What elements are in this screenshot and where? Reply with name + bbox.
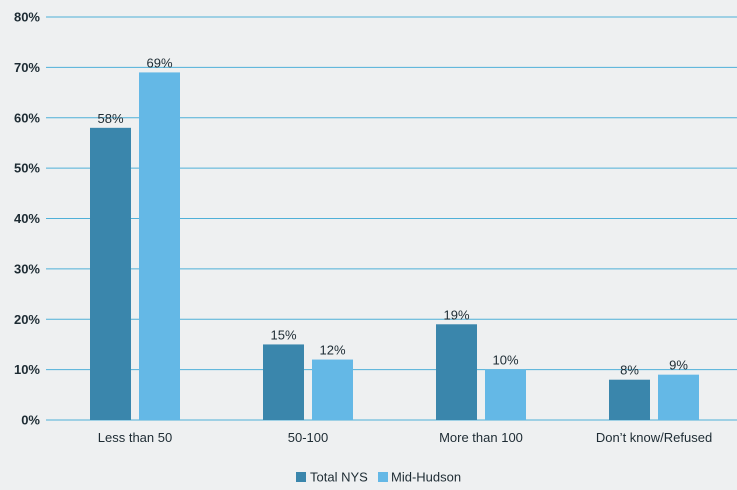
x-category-label: More than 100 [439, 430, 523, 445]
data-label: 10% [492, 353, 518, 368]
bar-mid-hudson [312, 359, 353, 420]
legend-swatch [378, 472, 388, 482]
y-tick-label: 70% [14, 60, 40, 75]
bar-total-nys [609, 379, 650, 420]
data-label: 9% [669, 358, 688, 373]
data-label: 15% [270, 327, 296, 342]
bar-total-nys [90, 127, 131, 420]
y-tick-label: 10% [14, 362, 40, 377]
data-labels: 58% 69% 15% 12% 19% 10% 8% 9% [97, 55, 688, 377]
legend-label: Total NYS [310, 470, 368, 485]
data-label: 8% [620, 363, 639, 378]
legend: Total NYS Mid-Hudson [296, 470, 461, 485]
x-category-label: Don’t know/Refused [596, 430, 712, 445]
y-tick-label: 0% [21, 413, 40, 428]
y-axis-ticks: 0% 10% 20% 30% 40% 50% 60% 70% 80% [14, 10, 40, 428]
bar-total-nys [263, 344, 304, 420]
data-label: 58% [97, 111, 123, 126]
bar-mid-hudson [139, 72, 180, 420]
data-label: 19% [443, 307, 469, 322]
bar-total-nys [436, 324, 477, 420]
bars [90, 72, 699, 420]
y-tick-label: 40% [14, 211, 40, 226]
y-tick-label: 20% [14, 312, 40, 327]
bar-mid-hudson [485, 369, 526, 420]
y-tick-label: 50% [14, 161, 40, 176]
legend-label: Mid-Hudson [391, 470, 461, 485]
y-tick-label: 30% [14, 261, 40, 276]
y-tick-label: 60% [14, 110, 40, 125]
x-category-label: Less than 50 [98, 430, 172, 445]
bar-mid-hudson [658, 374, 699, 420]
y-tick-label: 80% [14, 10, 40, 25]
data-label: 12% [319, 343, 345, 358]
data-label: 69% [146, 55, 172, 70]
legend-swatch [296, 472, 306, 482]
x-axis-categories: Less than 50 50-100 More than 100 Don’t kno… [98, 430, 712, 445]
x-category-label: 50-100 [288, 430, 328, 445]
